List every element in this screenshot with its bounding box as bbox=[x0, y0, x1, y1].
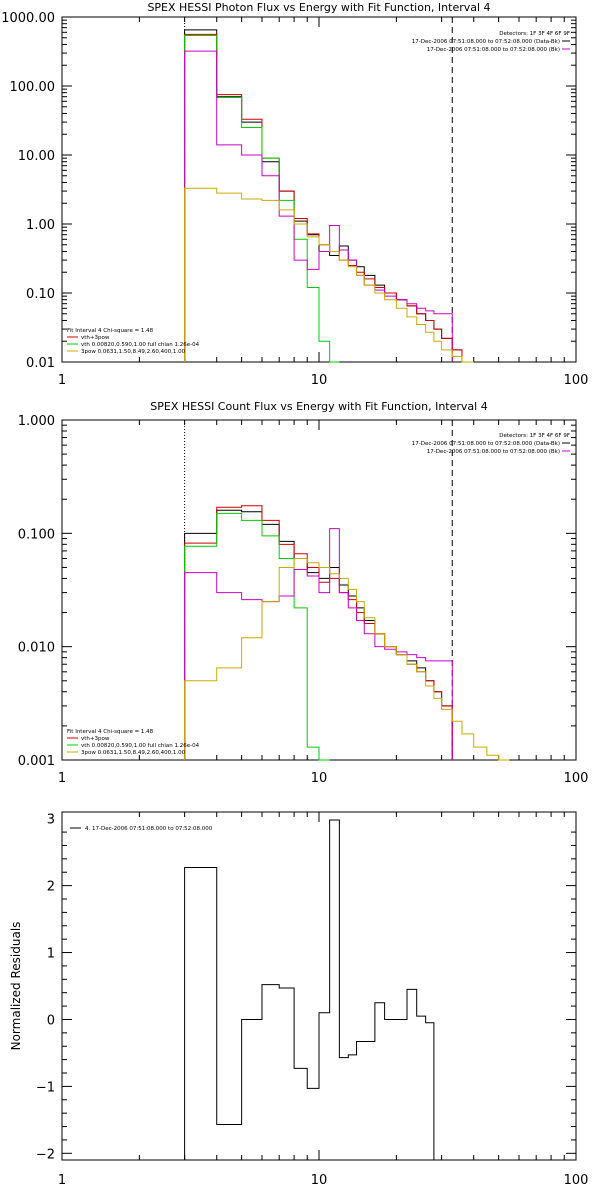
chart-panel-3: 1 10 100 −2 −1 0 1 2 3 Normalized Residuals 4. 17-… bbox=[9, 811, 589, 1188]
y-tick-label: 0.01 bbox=[26, 356, 55, 371]
series-line-4 bbox=[184, 528, 453, 760]
x-tick-label: 1 bbox=[58, 373, 66, 388]
y-tick-label: 0.10 bbox=[26, 287, 55, 302]
y-axis-label: Normalized Residuals bbox=[9, 922, 23, 1051]
legend-top-entry: Detectors: 1F 3F 4F 6F 9F bbox=[499, 433, 570, 439]
y-tick-label: −1 bbox=[36, 1080, 55, 1095]
series-line-5 bbox=[184, 557, 510, 761]
legend-top-entry: 17-Dec-2006 07:51:08.000 to 07:52:08.000… bbox=[427, 47, 560, 53]
y-tick-label: 3 bbox=[47, 813, 55, 828]
y-tick-label: 1.000 bbox=[18, 414, 55, 429]
x-ticks bbox=[61, 420, 565, 760]
y-tick-label: 0.001 bbox=[18, 754, 55, 769]
y-tick-label: 2 bbox=[47, 880, 55, 895]
plot-frame bbox=[61, 811, 577, 1161]
chart-panel-2: SPEX HESSI Count Flux vs Energy with Fit… bbox=[18, 400, 589, 786]
legend-bottom-entry: vth+3pow bbox=[81, 335, 110, 341]
x-tick-label: 100 bbox=[564, 1173, 589, 1188]
x-tick-label: 1 bbox=[58, 1173, 66, 1188]
y-tick-label: 1.00 bbox=[26, 218, 55, 233]
legend-bottom-entry: Fit Interval 4 Chi-square = 1.48 bbox=[67, 328, 154, 334]
y-tick-label: 0.010 bbox=[18, 641, 55, 656]
y-tick-label: 1 bbox=[47, 947, 55, 962]
legend-bottom-entry: vth 0.00820,0.590,1.00 full chian 1.26e-… bbox=[81, 342, 200, 348]
series-line-3 bbox=[184, 512, 330, 761]
y-ticks bbox=[62, 831, 576, 1154]
y-tick-label: 0.100 bbox=[18, 527, 55, 542]
y-ticks bbox=[62, 16, 576, 363]
y-tick-label: 1000.00 bbox=[1, 11, 55, 26]
y-tick-label: 10.00 bbox=[18, 149, 55, 164]
y-tick-label: 0 bbox=[47, 1013, 55, 1028]
legend-entry: 4. 17-Dec-2006 07:51:08.000 to 07:52:08.… bbox=[85, 826, 213, 832]
y-tick-label: −2 bbox=[36, 1147, 55, 1162]
legend-bottom-entry: 3pow 0.0631,1.50,8.49,2.60,400,1.00 bbox=[81, 750, 186, 756]
series-line-1 bbox=[184, 509, 453, 760]
chart-title: SPEX HESSI Count Flux vs Energy with Fit… bbox=[150, 400, 487, 413]
legend-top-entry: 17-Dec-2006 07:51:08.000 to 07:52:08.000… bbox=[412, 39, 560, 45]
x-tick-label: 10 bbox=[311, 1173, 328, 1188]
series-line-1 bbox=[184, 819, 435, 1160]
x-tick-label: 10 bbox=[311, 771, 328, 786]
y-tick-label: 100.00 bbox=[10, 80, 56, 95]
legend-bottom-entry: vth+3pow bbox=[81, 736, 110, 742]
legend-bottom-entry: 3pow 0.0631,1.50,8.49,2.60,400,1.00 bbox=[81, 349, 186, 355]
chart-title: SPEX HESSI Photon Flux vs Energy with Fi… bbox=[147, 1, 490, 14]
legend-bottom-entry: Fit Interval 4 Chi-square = 1.48 bbox=[67, 729, 154, 735]
series-line-2 bbox=[184, 505, 453, 760]
series-line-1 bbox=[184, 29, 463, 362]
series-line-5 bbox=[184, 187, 474, 363]
x-ticks bbox=[61, 812, 565, 1160]
x-ticks bbox=[61, 17, 565, 362]
x-tick-label: 100 bbox=[564, 771, 589, 786]
legend-top-entry: Detectors: 1F 3F 4F 6F 9F bbox=[499, 31, 570, 37]
x-tick-label: 1 bbox=[58, 771, 66, 786]
x-tick-label: 100 bbox=[564, 373, 589, 388]
series-line-2 bbox=[184, 33, 463, 362]
x-tick-label: 10 bbox=[311, 373, 328, 388]
legend-top-entry: 17-Dec-2006 07:51:08.000 to 07:52:08.000… bbox=[427, 449, 560, 455]
legend-bottom-entry: vth 0.00820,0.590,1.00 full chian 1.26e-… bbox=[81, 743, 200, 749]
chart-panel-1: SPEX HESSI Photon Flux vs Energy with Fi… bbox=[1, 1, 588, 388]
legend-top-entry: 17-Dec-2006 07:51:08.000 to 07:52:08.000… bbox=[412, 441, 560, 447]
y-ticks bbox=[62, 419, 576, 761]
